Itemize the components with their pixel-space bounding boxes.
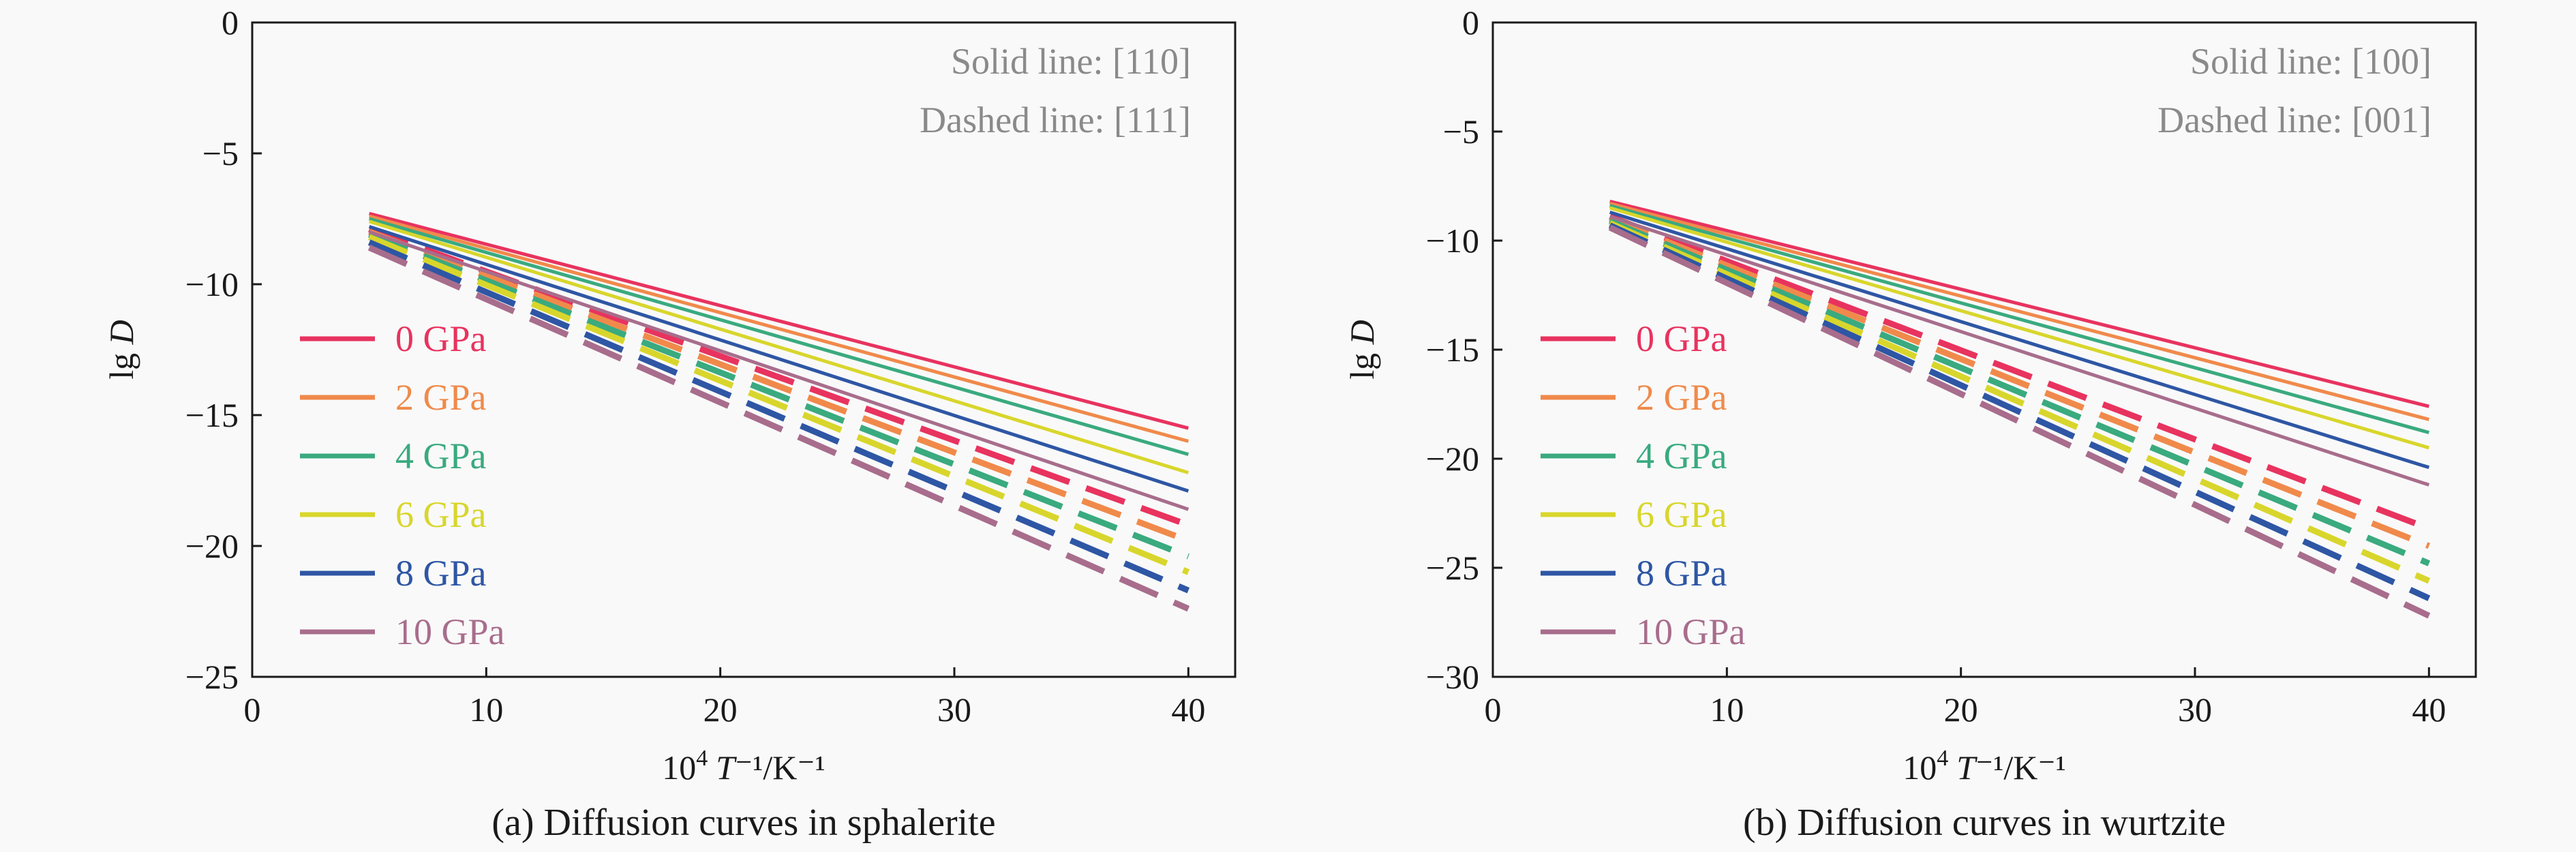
series-solid-line bbox=[369, 211, 1189, 430]
series-solid-line bbox=[1609, 215, 2430, 487]
x-axis-title-unit: ⁻¹/K⁻¹ bbox=[735, 748, 825, 787]
series-dashed-line bbox=[367, 234, 1190, 575]
note-text: Solid line: [110] bbox=[951, 41, 1191, 82]
series-dashed-line bbox=[368, 228, 1189, 544]
y-axis-title-var: D bbox=[102, 320, 140, 345]
y-tick-label: −10 bbox=[185, 265, 239, 303]
y-tick-label: 0 bbox=[1462, 3, 1479, 42]
panel-caption: (a) Diffusion curves in sphalerite bbox=[491, 802, 995, 844]
y-axis-title: lg D bbox=[1343, 320, 1381, 380]
legend-label: 10 GPa bbox=[395, 611, 505, 652]
y-tick-label: −20 bbox=[185, 527, 239, 565]
legend-label: 10 GPa bbox=[1636, 611, 1746, 652]
panel-caption: (b) Diffusion curves in wurtzite bbox=[1743, 802, 2226, 844]
y-tick-label: −30 bbox=[1426, 658, 1479, 696]
legend-label: 2 GPa bbox=[1636, 377, 1727, 418]
legend-label: 8 GPa bbox=[1636, 553, 1727, 594]
x-axis-title-prefix: 10 bbox=[662, 748, 696, 787]
series-solid-line bbox=[368, 219, 1189, 474]
y-tick-label: −25 bbox=[1426, 549, 1479, 587]
x-axis-title-sup: 4 bbox=[1937, 746, 1948, 771]
y-tick-label: −10 bbox=[1426, 222, 1479, 260]
series-solid-line bbox=[1609, 206, 2430, 450]
series-solid-line bbox=[368, 225, 1189, 493]
y-tick-label: −5 bbox=[1443, 112, 1479, 151]
series-dashed-line bbox=[368, 231, 1189, 560]
x-tick-label: 40 bbox=[2412, 690, 2446, 729]
x-tick-label: 40 bbox=[1171, 690, 1205, 729]
y-axis-title-var: D bbox=[1343, 320, 1381, 345]
series-solid-line bbox=[1609, 202, 2429, 421]
series-solid-line bbox=[1609, 204, 2430, 435]
series-dashed-line bbox=[367, 239, 1190, 594]
x-tick-label: 20 bbox=[703, 690, 738, 729]
x-axis-title: 104 T⁻¹/K⁻¹ bbox=[662, 746, 825, 787]
legend-label: 2 GPa bbox=[395, 377, 487, 418]
series-dashed-line bbox=[1608, 220, 2431, 584]
x-axis-title-sup: 4 bbox=[696, 746, 708, 771]
x-axis-title-unit: ⁻¹/K⁻¹ bbox=[1975, 748, 2066, 787]
series-dashed-line bbox=[1608, 224, 2431, 619]
x-tick-label: 0 bbox=[1485, 690, 1502, 729]
x-axis-title-var: T bbox=[1956, 748, 1978, 787]
x-axis-title: 104 T⁻¹/K⁻¹ bbox=[1903, 746, 2066, 787]
legend-label: 6 GPa bbox=[1636, 494, 1727, 535]
series-dashed-line bbox=[1608, 218, 2431, 566]
x-axis-title-prefix: 10 bbox=[1903, 748, 1937, 787]
series-solid-line bbox=[369, 214, 1189, 443]
legend-label: 8 GPa bbox=[395, 553, 487, 594]
series-dashed-line bbox=[1608, 215, 2431, 549]
x-tick-label: 10 bbox=[1710, 690, 1744, 729]
legend-label: 0 GPa bbox=[395, 318, 487, 359]
y-tick-label: −5 bbox=[202, 134, 239, 172]
x-tick-label: 20 bbox=[1944, 690, 1978, 729]
legend-label: 6 GPa bbox=[395, 494, 487, 535]
plot-frame bbox=[251, 21, 1237, 678]
series-solid-line bbox=[1609, 211, 2430, 470]
y-tick-label: −15 bbox=[185, 396, 239, 434]
series-solid-line bbox=[1609, 199, 2429, 408]
y-axis-title-prefix: lg bbox=[1343, 344, 1381, 379]
note-text: Dashed line: [001] bbox=[2157, 100, 2431, 140]
x-tick-label: 0 bbox=[244, 690, 261, 729]
y-tick-label: −20 bbox=[1426, 440, 1479, 478]
y-tick-label: −25 bbox=[185, 658, 239, 696]
x-axis-title-var: T bbox=[716, 748, 737, 787]
legend-label: 0 GPa bbox=[1636, 318, 1727, 359]
x-tick-label: 30 bbox=[2178, 690, 2212, 729]
note-text: Dashed line: [111] bbox=[920, 100, 1191, 140]
x-tick-label: 30 bbox=[937, 690, 971, 729]
note-text: Solid line: [100] bbox=[2190, 41, 2431, 82]
series-solid-line bbox=[368, 230, 1189, 511]
series-dashed-line bbox=[1609, 213, 2430, 532]
series-solid-line bbox=[368, 217, 1189, 457]
y-tick-label: 0 bbox=[222, 3, 239, 42]
series-dashed-line bbox=[367, 245, 1190, 612]
series-dashed-line bbox=[1608, 222, 2431, 601]
legend-label: 4 GPa bbox=[1636, 436, 1727, 476]
y-tick-label: −15 bbox=[1426, 331, 1479, 369]
legend-label: 4 GPa bbox=[395, 436, 487, 476]
y-axis-title-prefix: lg bbox=[102, 344, 140, 379]
x-tick-label: 10 bbox=[469, 690, 503, 729]
y-axis-title: lg D bbox=[102, 320, 140, 380]
